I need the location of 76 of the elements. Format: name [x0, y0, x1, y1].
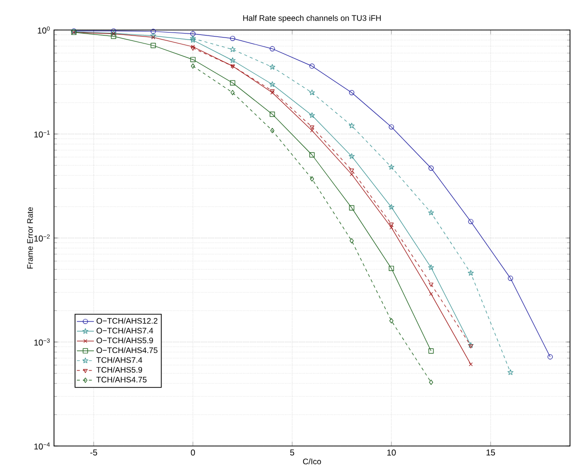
point [150, 28, 156, 34]
point [310, 125, 314, 130]
x-tick-label: 0 [190, 450, 195, 456]
point [389, 222, 394, 227]
point [310, 176, 314, 182]
y-tick-label: 10$^{0}$ [38, 26, 50, 34]
y-tick-label: 10$^{−4}$ [34, 442, 50, 450]
point [230, 90, 235, 96]
legend-label: O−TCH/AHS7.4 [96, 328, 154, 334]
point [270, 90, 274, 95]
point [309, 90, 315, 96]
x-tick-label: 15 [486, 450, 495, 456]
point [349, 205, 354, 210]
point [508, 369, 514, 375]
legend-label: TCH/AHS5.9 [96, 366, 142, 373]
legend-label: O−TCH/AHS5.9 [96, 337, 153, 344]
point [190, 46, 196, 51]
point [388, 204, 394, 210]
x-tick-label: -5 [90, 450, 98, 456]
legend-label: O−TCH/AHS4.75 [96, 347, 158, 354]
point [429, 292, 434, 296]
point [389, 318, 394, 324]
point [468, 218, 474, 224]
point [191, 44, 195, 49]
point [309, 112, 315, 118]
point [388, 124, 394, 130]
point [389, 226, 394, 230]
point [110, 34, 116, 39]
x-tick-label: 5 [290, 450, 294, 456]
point [310, 128, 314, 132]
point [309, 63, 315, 69]
x-tick-label: 10 [387, 450, 396, 456]
point [388, 266, 394, 272]
point [230, 57, 236, 63]
legend-label: TCH/AHS4.75 [96, 376, 147, 382]
x-axis-title: C/Ico [303, 458, 321, 464]
point [349, 90, 354, 96]
point [350, 238, 354, 244]
point [190, 37, 196, 43]
legend-label: O−TCH/AHS12.2 [96, 318, 158, 324]
point [269, 64, 276, 70]
point [151, 35, 156, 40]
point [348, 153, 355, 159]
point [270, 46, 275, 52]
point [270, 128, 274, 134]
point [150, 42, 156, 48]
point [428, 282, 434, 287]
legend-label: TCH/AHS7.4 [96, 356, 142, 363]
point [428, 166, 434, 171]
point [309, 152, 315, 158]
point [150, 32, 156, 38]
point [230, 80, 236, 86]
point [388, 164, 394, 170]
y-tick-label: 10$^{−3}$ [34, 338, 50, 346]
point [190, 31, 196, 36]
y-axis-title: Frame Error Rate [27, 207, 33, 268]
point [348, 122, 355, 128]
point [190, 35, 196, 41]
chart-title: Half Rate speech channels on TU3 iFH [243, 15, 381, 22]
point [190, 56, 196, 62]
point [190, 63, 195, 69]
point [230, 36, 236, 42]
point [270, 112, 275, 117]
y-tick-label: 10$^{−1}$ [34, 130, 50, 138]
point [349, 168, 354, 173]
point [508, 276, 514, 281]
point [350, 172, 354, 176]
point [468, 270, 474, 276]
point [230, 46, 236, 52]
point [429, 380, 434, 385]
point [428, 210, 434, 216]
point [269, 81, 276, 87]
y-tick-label: 10$^{−2}$ [34, 234, 50, 242]
point [270, 89, 275, 94]
point [428, 348, 434, 354]
point [428, 264, 434, 270]
